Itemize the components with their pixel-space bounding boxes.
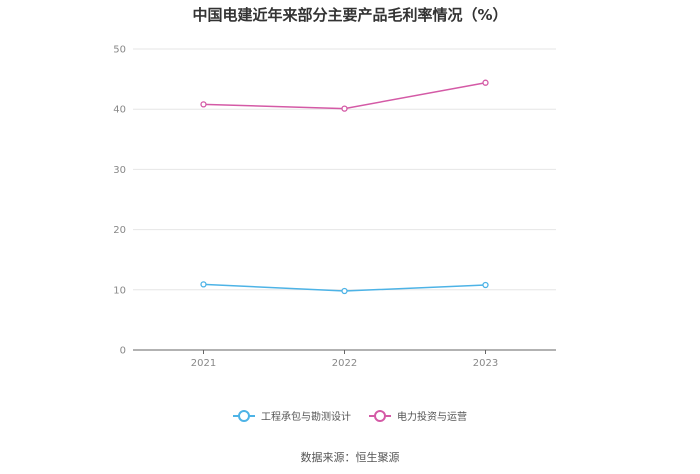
legend-swatch-icon [233, 409, 255, 422]
data-point [341, 105, 348, 112]
chart-title: 中国电建近年来部分主要产品毛利率情况（%） [192, 6, 508, 24]
y-tick-label: 20 [113, 225, 126, 236]
y-tick-label: 10 [113, 285, 126, 296]
y-tick-label: 40 [113, 105, 126, 116]
data-point [341, 287, 348, 295]
y-tick-label: 30 [113, 165, 126, 176]
gridlines [133, 48, 556, 291]
data-point [200, 281, 207, 288]
series-line-1 [203, 81, 486, 110]
data-point [482, 281, 489, 289]
legend-label-engineering: 工程承包与勘测设计 [261, 412, 351, 423]
x-tick-label: 2023 [473, 358, 498, 369]
legend-item-power[interactable]: 电力投资与运营 [369, 408, 467, 423]
legend-swatch-icon [369, 409, 391, 422]
legend-label-power: 电力投资与运营 [397, 412, 467, 423]
data-point [482, 79, 489, 86]
legend: 工程承包与勘测设计 电力投资与运营 [0, 408, 700, 423]
y-tick-label: 50 [113, 45, 126, 56]
data-source-note: 数据来源：恒生聚源 [300, 451, 400, 464]
data-point [200, 101, 207, 108]
axes: 0 10 20 30 40 50 2021 2022 2023 [113, 45, 556, 369]
x-tick-label: 2021 [191, 358, 216, 369]
series-layer [200, 79, 489, 295]
legend-item-engineering[interactable]: 工程承包与勘测设计 [233, 408, 351, 423]
x-tick-label: 2022 [332, 358, 357, 369]
y-tick-label: 0 [120, 346, 126, 357]
